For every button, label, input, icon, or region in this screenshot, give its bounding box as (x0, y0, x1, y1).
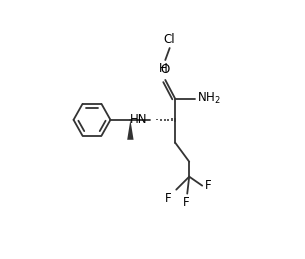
Text: Cl: Cl (163, 33, 175, 46)
Text: NH$_2$: NH$_2$ (197, 91, 221, 106)
Text: O: O (161, 63, 170, 76)
Text: HN: HN (130, 113, 147, 126)
Text: F: F (165, 192, 172, 205)
Text: F: F (205, 179, 212, 192)
Polygon shape (127, 120, 134, 140)
Text: H: H (159, 62, 168, 75)
Text: F: F (182, 196, 189, 209)
